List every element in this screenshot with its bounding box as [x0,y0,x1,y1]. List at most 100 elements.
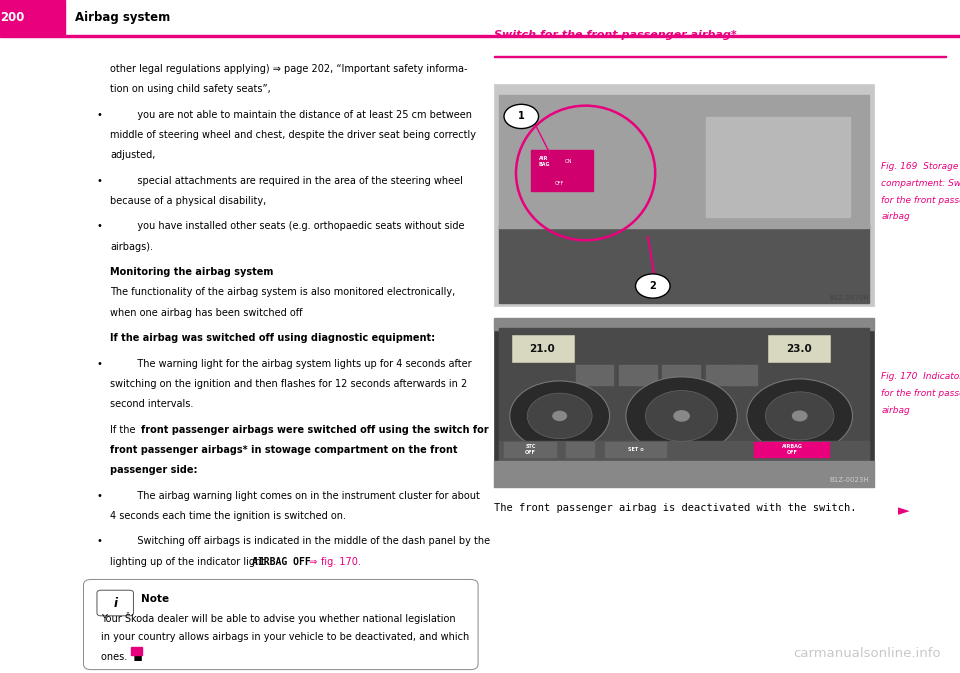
Text: Switch for the front passenger airbag*: Switch for the front passenger airbag* [494,30,737,40]
Text: special attachments are required in the area of the steering wheel: special attachments are required in the … [128,176,463,186]
Bar [0,35,960,37]
Text: Airbag system: Airbag system [75,11,170,24]
Bar [768,335,830,362]
Text: STC
OFF: STC OFF [525,444,536,455]
Circle shape [673,410,690,422]
Bar [512,335,574,362]
Bar [531,150,593,190]
Bar [706,118,850,217]
Text: B1Z-0070H: B1Z-0070H [829,295,869,301]
Bar [566,442,595,458]
Bar [494,56,946,57]
Bar [499,225,869,303]
Bar [494,318,874,330]
Text: Note: Note [141,594,169,604]
Text: lighting up of the indicator light: lighting up of the indicator light [110,557,269,567]
Circle shape [552,411,567,421]
Text: Switching off airbags is indicated in the middle of the dash panel by the: Switching off airbags is indicated in th… [128,536,490,546]
FancyBboxPatch shape [97,590,133,616]
Bar [754,442,830,458]
Bar [730,365,758,386]
Bar [706,365,744,386]
Text: airbag: airbag [881,213,910,221]
Text: ►: ► [898,503,909,518]
Text: Fig. 169  Storage: Fig. 169 Storage [881,162,959,171]
Text: •: • [96,536,102,546]
Text: 23.0: 23.0 [786,344,811,353]
Text: •: • [96,221,102,232]
Text: passenger side:: passenger side: [110,465,198,475]
Bar [494,461,874,487]
Text: you are not able to maintain the distance of at least 25 cm between: you are not able to maintain the distanc… [128,110,471,120]
Text: The front passenger airbag is deactivated with the switch.: The front passenger airbag is deactivate… [494,503,857,513]
Text: AIRBAG
OFF: AIRBAG OFF [781,444,803,455]
Bar [619,365,658,386]
Text: for the front passenger: for the front passenger [881,389,960,398]
Text: adjusted,: adjusted, [110,150,156,160]
Text: Your Škoda dealer will be able to advise you whether national legislation: Your Škoda dealer will be able to advise… [101,612,455,624]
Text: airbags).: airbags). [110,242,154,252]
Text: 200: 200 [0,11,25,24]
Circle shape [645,390,718,441]
Circle shape [510,381,610,451]
Circle shape [626,377,737,455]
Text: middle of steering wheel and chest, despite the driver seat being correctly: middle of steering wheel and chest, desp… [110,130,476,140]
Bar [576,365,614,386]
Text: 4 seconds each time the ignition is switched on.: 4 seconds each time the ignition is swit… [110,511,347,521]
Bar [494,84,874,306]
Text: The warning light for the airbag system lights up for 4 seconds after: The warning light for the airbag system … [128,359,471,369]
Text: •: • [96,491,102,501]
FancyBboxPatch shape [84,579,478,670]
Text: OFF: OFF [555,180,564,186]
Bar [605,442,667,458]
Text: ⇒: ⇒ [306,557,321,567]
Text: front passenger airbags* in stowage compartment on the front: front passenger airbags* in stowage comp… [110,445,458,455]
Text: carmanualsonline.info: carmanualsonline.info [793,647,941,660]
Bar [499,328,869,456]
Text: AIR
BAG: AIR BAG [539,155,550,166]
Text: SET ⊙: SET ⊙ [628,447,644,452]
Text: The airbag warning light comes on in the instrument cluster for about: The airbag warning light comes on in the… [128,491,480,501]
Bar [504,442,557,458]
Bar [499,441,869,460]
Text: The functionality of the airbag system is also monitored electronically,: The functionality of the airbag system i… [110,287,456,297]
Text: for the front passenger: for the front passenger [881,196,960,205]
Text: compartment: Switch: compartment: Switch [881,179,960,188]
Text: fig. 170.: fig. 170. [321,557,361,567]
Bar [499,96,869,229]
Text: i: i [113,596,117,610]
Bar [131,647,142,655]
Text: 2: 2 [649,281,657,291]
Text: •: • [96,110,102,120]
Circle shape [636,274,670,298]
Bar [494,318,874,487]
Text: Monitoring the airbag system: Monitoring the airbag system [110,267,274,277]
Text: AIRBAG OFF: AIRBAG OFF [252,557,310,567]
Text: in your country allows airbags in your vehicle to be deactivated, and which: in your country allows airbags in your v… [101,632,469,642]
Text: Fig. 170  Indicator light: Fig. 170 Indicator light [881,372,960,381]
Text: because of a physical disability,: because of a physical disability, [110,196,267,206]
Text: second intervals.: second intervals. [110,399,194,409]
Text: ones.  ■: ones. ■ [101,652,142,662]
Circle shape [527,393,592,439]
Text: airbag: airbag [881,406,910,415]
Text: If the airbag was switched off using diagnostic equipment:: If the airbag was switched off using dia… [110,333,436,343]
Text: switching on the ignition and then flashes for 12 seconds afterwards in 2: switching on the ignition and then flash… [110,379,468,389]
Circle shape [747,379,852,453]
Circle shape [504,104,539,129]
Text: •: • [96,176,102,186]
Text: If the: If the [110,425,139,435]
Text: when one airbag has been switched off: when one airbag has been switched off [110,308,303,318]
Circle shape [792,411,807,421]
Text: you have installed other seats (e.g. orthopaedic seats without side: you have installed other seats (e.g. ort… [128,221,465,232]
Text: B1Z-0023H: B1Z-0023H [829,476,869,483]
Text: ON: ON [564,160,572,164]
Text: •: • [96,359,102,369]
Circle shape [765,392,834,440]
Text: front passenger airbags were switched off using the switch for: front passenger airbags were switched of… [141,425,489,435]
Text: 1: 1 [517,112,525,121]
Bar [662,365,701,386]
Bar [0,0,65,35]
Text: other legal regulations applying) ⇒ page 202, “Important safety informa-: other legal regulations applying) ⇒ page… [110,64,468,74]
Text: tion on using child safety seats”,: tion on using child safety seats”, [110,84,271,94]
